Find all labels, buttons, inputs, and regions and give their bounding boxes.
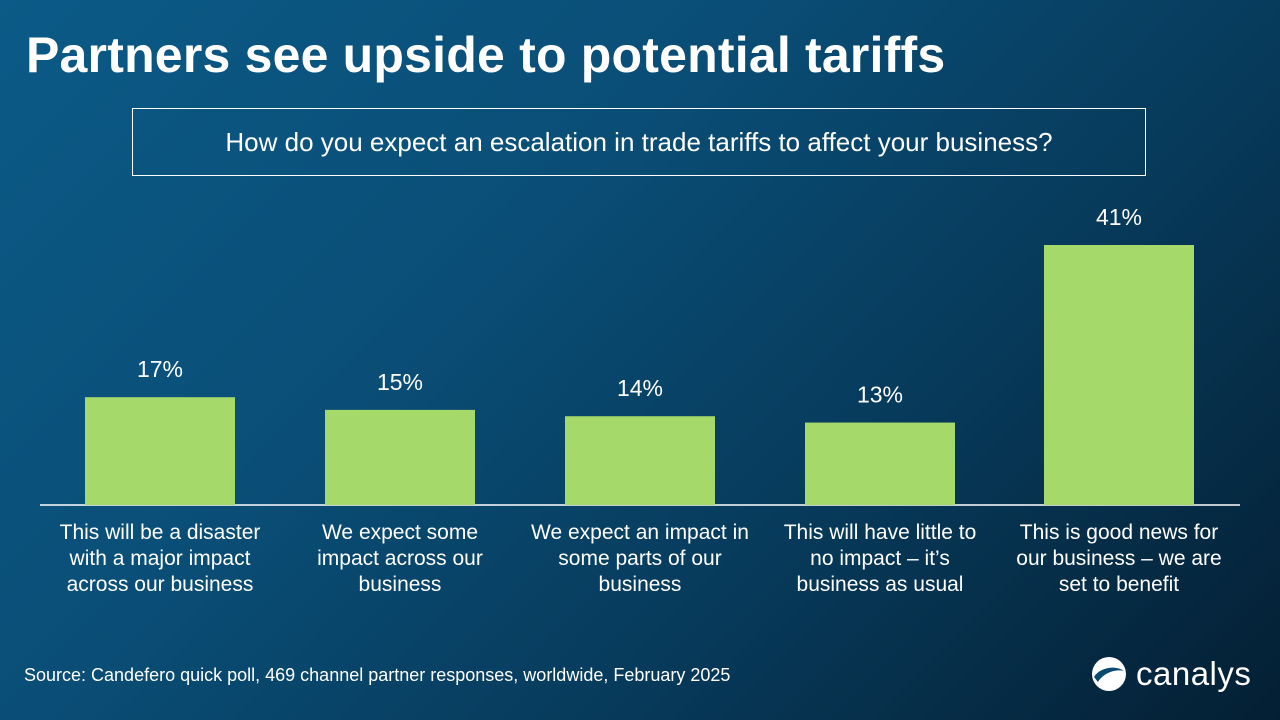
category-label-line: We expect some <box>321 521 478 544</box>
value-label-4: 13% <box>857 382 903 408</box>
bar-5 <box>1044 245 1194 505</box>
category-label-line: set to benefit <box>1058 573 1180 596</box>
value-label-1: 17% <box>137 356 183 382</box>
logo-text: canalys <box>1136 655 1252 692</box>
category-label-5: This is good news for our business – we a… <box>999 520 1239 598</box>
category-label-line: across our business <box>66 573 254 596</box>
slide-title: Partners see upside to potential tariffs <box>26 27 946 83</box>
category-label-line: We expect an impact in <box>531 521 749 544</box>
category-label-line: no impact – it’s <box>810 547 950 570</box>
category-label-4: This will have little to no impact – it’s… <box>760 520 1000 598</box>
category-label-2: We expect some impact across our business <box>280 520 520 598</box>
category-label-1: This will be a disaster with a major impa… <box>40 520 280 598</box>
value-label-2: 15% <box>377 369 423 395</box>
category-label-line: This is good news for <box>1019 521 1219 544</box>
category-label-line: impact across our <box>317 547 483 570</box>
category-label-line: This will have little to <box>783 521 977 544</box>
category-label-line: our business – we are <box>1016 547 1222 570</box>
category-label-line: some parts of our <box>558 547 722 570</box>
question-text: How do you expect an escalation in trade… <box>225 126 1053 157</box>
source-note: Source: Candefero quick poll, 469 channe… <box>24 665 731 685</box>
value-label-5: 41% <box>1096 204 1142 230</box>
bar-1 <box>85 397 235 505</box>
category-label-line: with a major impact <box>69 547 251 570</box>
question-box: How do you expect an escalation in trade… <box>132 108 1146 176</box>
bar-3 <box>565 416 715 505</box>
category-label-line: business <box>358 573 442 596</box>
bar-2 <box>325 409 475 505</box>
category-label-line: business <box>598 573 682 596</box>
category-label-line: This will be a disaster <box>59 521 261 544</box>
value-label-3: 14% <box>617 375 663 401</box>
bar-4 <box>805 422 955 505</box>
category-label-3: We expect an impact in some parts of our b… <box>520 520 760 598</box>
canalys-logo: canalys <box>1090 655 1251 693</box>
canalys-swirl-icon <box>1092 657 1126 691</box>
category-label-line: business as usual <box>796 573 964 596</box>
